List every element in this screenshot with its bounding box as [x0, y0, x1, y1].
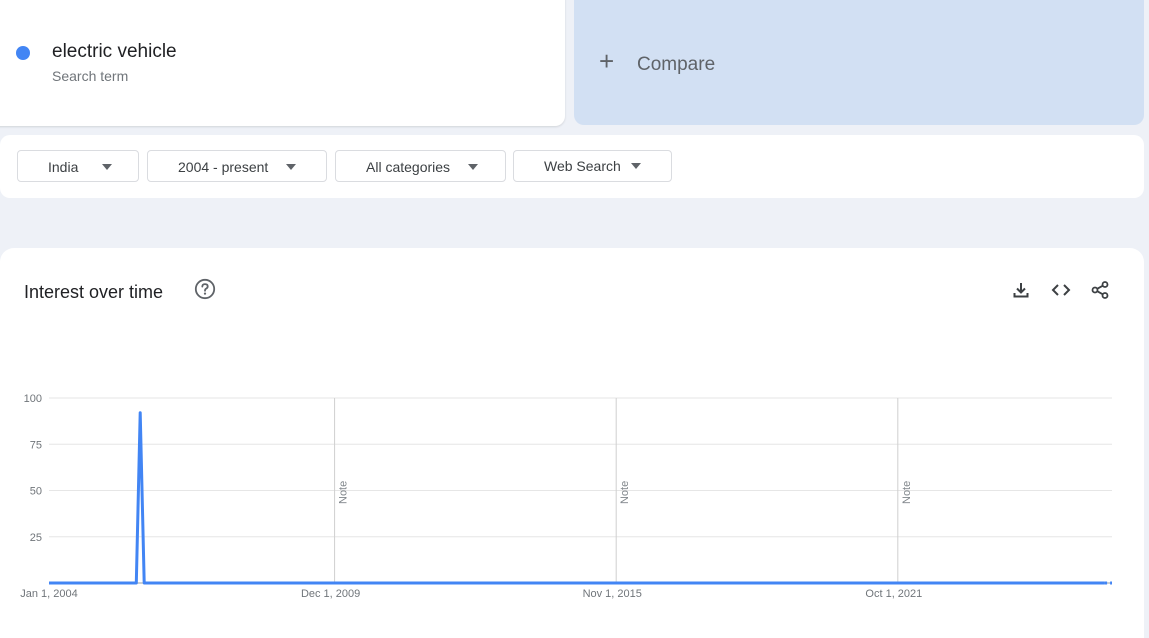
- time-range-value: 2004 - present: [178, 159, 269, 175]
- search-term-card[interactable]: electric vehicle Search term: [0, 0, 565, 126]
- series-color-dot: [16, 46, 30, 60]
- category-value: All categories: [366, 159, 451, 175]
- search-type-value: Web Search: [544, 158, 621, 174]
- y-tick-label: 75: [30, 439, 42, 451]
- x-tick-label: Jan 1, 2004: [20, 588, 78, 600]
- search-term-subtitle: Search term: [52, 68, 129, 84]
- x-tick-label: Oct 1, 2021: [865, 588, 922, 600]
- note-label: Note: [901, 481, 913, 504]
- x-tick-label: Dec 1, 2009: [301, 588, 360, 600]
- plus-icon: +: [599, 46, 615, 76]
- y-tick-label: 25: [30, 532, 42, 544]
- y-tick-label: 100: [24, 393, 42, 405]
- share-icon[interactable]: [1090, 280, 1110, 300]
- interest-over-time-panel: Interest over time: [0, 248, 1144, 638]
- time-range-dropdown[interactable]: 2004 - present: [147, 150, 327, 182]
- help-circle-icon[interactable]: [194, 278, 216, 300]
- compare-label: Compare: [637, 54, 716, 75]
- y-tick-label: 50: [30, 486, 42, 498]
- caret-down-icon: [631, 163, 641, 169]
- panel-title: Interest over time: [24, 282, 164, 302]
- embed-code-icon[interactable]: [1050, 280, 1072, 300]
- caret-down-icon: [102, 164, 112, 170]
- download-icon[interactable]: [1011, 280, 1031, 300]
- region-value: India: [48, 159, 79, 175]
- search-type-dropdown[interactable]: Web Search: [513, 150, 672, 182]
- caret-down-icon: [286, 164, 296, 170]
- filters-bar: India 2004 - present All categories Web …: [0, 135, 1144, 198]
- interest-over-time-chart[interactable]: 100 75 50 25 Note Note Note Jan 1, 2004 Dec 1, 2…: [0, 0, 1149, 619]
- series-line-electric-vehicle: [49, 411, 1105, 585]
- category-dropdown[interactable]: All categories: [335, 150, 506, 182]
- caret-down-icon: [468, 164, 478, 170]
- region-dropdown[interactable]: India: [17, 150, 139, 182]
- note-label: Note: [619, 481, 631, 504]
- compare-button[interactable]: + Compare: [574, 0, 1144, 125]
- search-term-name[interactable]: electric vehicle: [52, 41, 177, 62]
- x-tick-label: Nov 1, 2015: [583, 588, 642, 600]
- note-label: Note: [338, 481, 350, 504]
